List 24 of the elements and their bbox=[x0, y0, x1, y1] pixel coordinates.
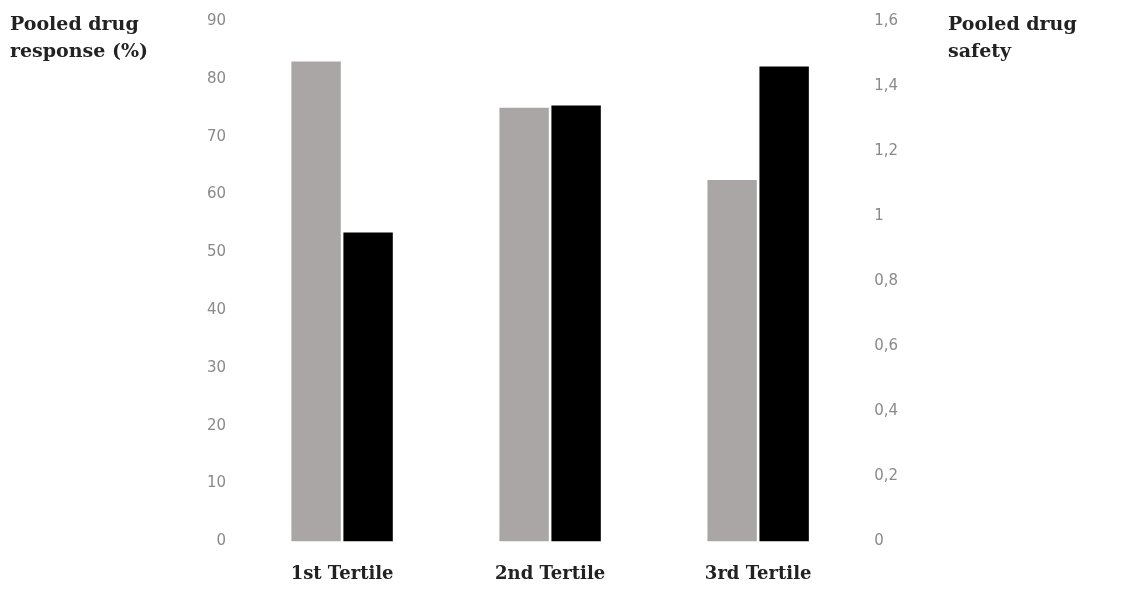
x-tick-label: 1st Tertile bbox=[290, 561, 394, 583]
y-tick-label: 90 bbox=[206, 10, 227, 29]
y-tick-label: 30 bbox=[206, 357, 227, 376]
y-tick-label: 0 bbox=[216, 531, 227, 550]
y-tick-label: 50 bbox=[206, 242, 227, 261]
y-tick-label: 80 bbox=[206, 68, 227, 87]
y2-tick-label: 0,4 bbox=[874, 401, 898, 420]
y2-tick-label: 0 bbox=[874, 531, 884, 550]
y-tick-label: 20 bbox=[206, 415, 227, 434]
y2-tick-label: 1 bbox=[874, 206, 884, 225]
y2-tick-label: 0,2 bbox=[874, 466, 898, 485]
y2-tick-label: 0,8 bbox=[874, 271, 898, 290]
y-tick-label: 70 bbox=[206, 126, 227, 145]
y-tick-label: 10 bbox=[206, 473, 227, 492]
y2-tick-label: 1,2 bbox=[874, 140, 898, 159]
y-tick-label: 60 bbox=[206, 184, 227, 203]
y2-tick-label: 1,6 bbox=[874, 10, 898, 29]
y2-tick-label: 0,6 bbox=[874, 336, 898, 355]
x-tick-label: 3rd Tertile bbox=[704, 561, 812, 583]
x-tick-label: 2nd Tertile bbox=[495, 561, 606, 583]
y-tick-label: 40 bbox=[206, 300, 227, 318]
y-axis-title: Pooled drug response (%) bbox=[10, 11, 149, 63]
y2-tick-label: 1,4 bbox=[874, 75, 898, 94]
y2-axis-title: Pooled drug safety bbox=[948, 11, 1078, 63]
